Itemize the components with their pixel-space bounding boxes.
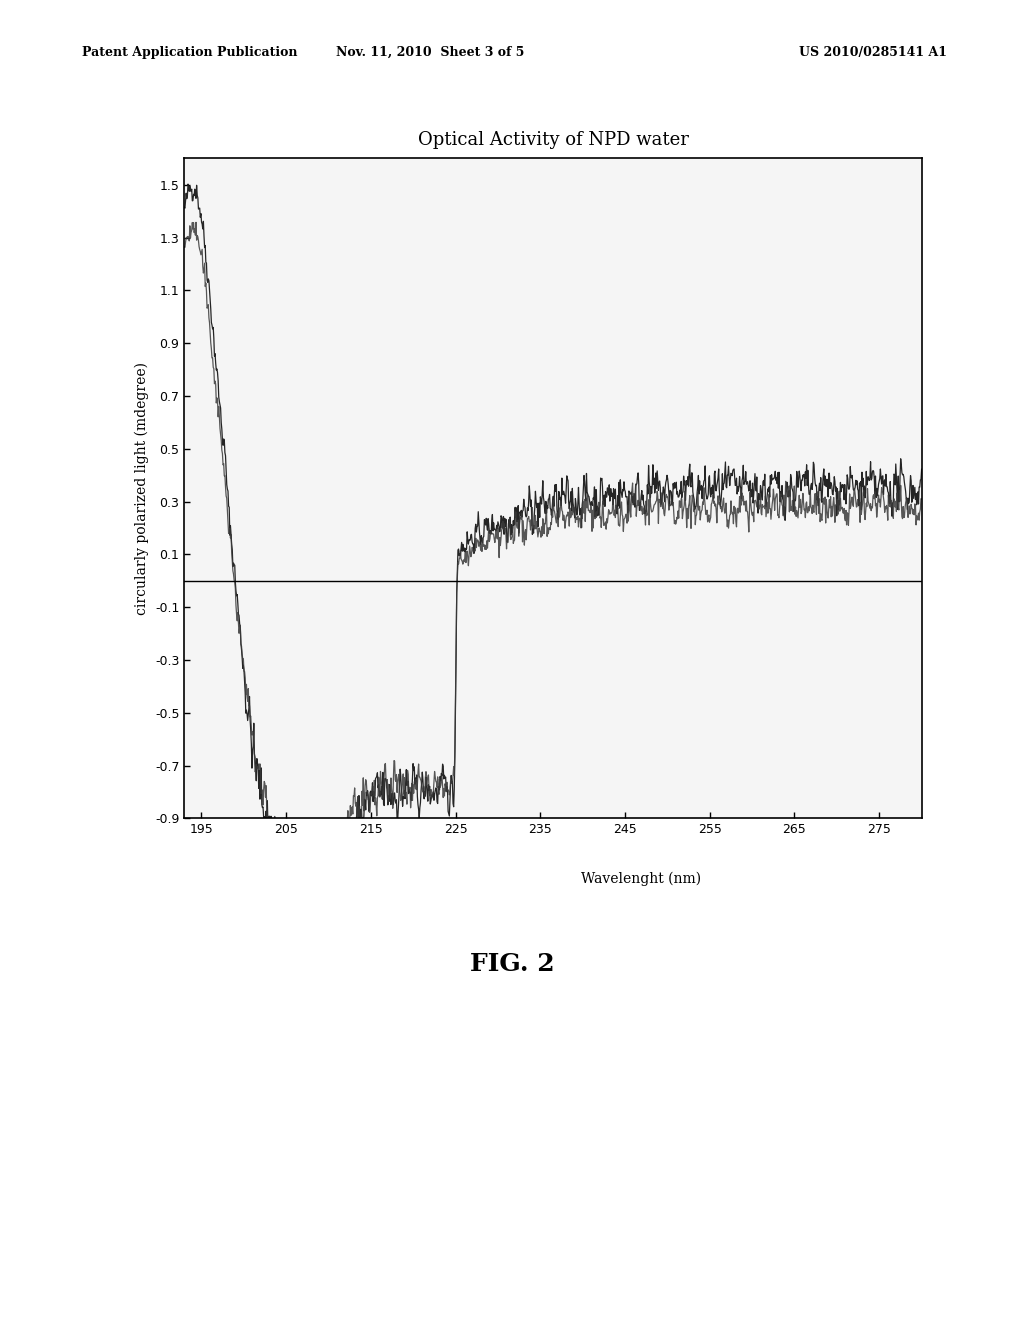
Text: US 2010/0285141 A1: US 2010/0285141 A1 [799,46,947,59]
Text: Nov. 11, 2010  Sheet 3 of 5: Nov. 11, 2010 Sheet 3 of 5 [336,46,524,59]
Y-axis label: circularly polarized light (mdegree): circularly polarized light (mdegree) [135,362,150,615]
Text: Patent Application Publication: Patent Application Publication [82,46,297,59]
Title: Optical Activity of NPD water: Optical Activity of NPD water [418,131,688,149]
X-axis label: Wavelenght (nm): Wavelenght (nm) [582,871,701,886]
Text: FIG. 2: FIG. 2 [470,952,554,975]
